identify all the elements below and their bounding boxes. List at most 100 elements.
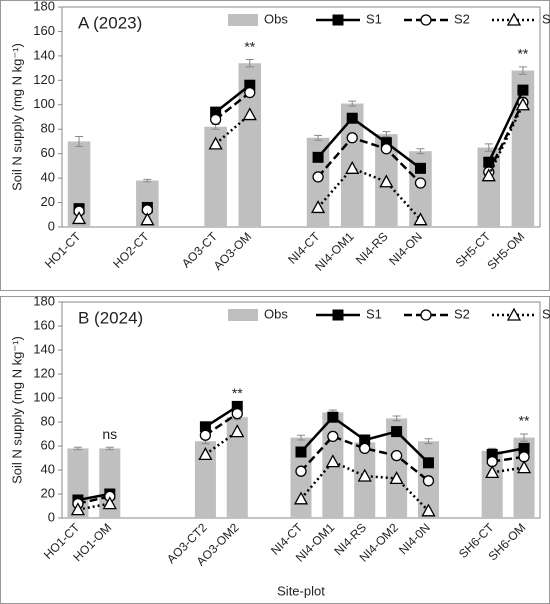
marker — [359, 442, 371, 455]
error-bar — [416, 148, 425, 155]
marker — [422, 475, 435, 487]
marker — [310, 200, 326, 214]
y-tick-label: 0 — [48, 509, 55, 524]
marker — [415, 162, 426, 174]
legend-marker — [506, 307, 522, 321]
marker — [346, 112, 358, 124]
x-tick-label: HO1-CT — [42, 229, 84, 271]
y-tick-label: 60 — [41, 437, 55, 452]
series-line — [214, 91, 525, 184]
annotation: ** — [244, 38, 255, 54]
y-tick-label: 80 — [41, 413, 55, 428]
y-tick-label: 180 — [33, 293, 55, 308]
error-bar — [105, 446, 114, 451]
legend-marker — [332, 309, 344, 321]
legend-label: S2 — [454, 11, 470, 26]
x-tick-label: NI4-ON — [386, 229, 425, 268]
marker — [210, 106, 222, 118]
marker — [325, 454, 340, 468]
marker — [244, 79, 256, 91]
marker — [345, 160, 360, 174]
marker — [140, 212, 155, 226]
marker — [391, 426, 403, 438]
marker — [244, 86, 256, 99]
marker — [230, 424, 245, 438]
y-tick-label: 140 — [33, 341, 55, 356]
legend-label: S3 — [542, 306, 550, 321]
y-tick-label: 20 — [41, 485, 55, 500]
marker — [357, 468, 372, 482]
marker — [199, 429, 212, 441]
series-line — [77, 412, 525, 505]
y-tick-label: 180 — [33, 0, 55, 13]
x-tick-label: HO2-CT — [110, 229, 152, 271]
error-bar — [73, 446, 82, 451]
y-tick-label: 20 — [41, 194, 55, 209]
marker — [327, 430, 339, 443]
y-tick-label: 60 — [41, 145, 55, 160]
x-tick-label: AO3-OM — [211, 229, 254, 272]
marker — [421, 503, 436, 517]
marker — [312, 151, 324, 163]
series-line — [214, 104, 525, 221]
plot-frame — [61, 6, 541, 228]
bar — [290, 437, 312, 518]
series-line — [214, 84, 525, 170]
error-bar — [348, 100, 357, 107]
legend-marker — [506, 12, 522, 26]
y-tick-label: 160 — [33, 23, 55, 38]
marker — [231, 400, 243, 412]
y-tick-label: 40 — [41, 170, 55, 185]
bar — [238, 63, 262, 227]
error-bar — [143, 178, 152, 183]
marker — [295, 446, 307, 458]
y-axis-label: Soil N supply (mg N kg⁻¹) — [9, 43, 24, 191]
annotation: ** — [232, 385, 243, 401]
bar — [226, 417, 248, 518]
y-tick-label: 160 — [33, 317, 55, 332]
y-tick-label: 40 — [41, 461, 55, 476]
bar — [409, 151, 432, 227]
y-axis-label: Soil N supply (mg N kg⁻¹) — [9, 336, 24, 484]
marker — [327, 411, 339, 423]
marker — [71, 211, 87, 225]
error-bar — [424, 438, 433, 445]
marker — [198, 447, 213, 461]
error-bar — [392, 415, 401, 422]
marker — [515, 97, 531, 111]
marker — [413, 212, 428, 226]
panel-title: B (2024) — [78, 308, 143, 327]
panel-title: A (2023) — [78, 13, 142, 32]
marker — [422, 457, 434, 469]
marker — [390, 449, 403, 462]
error-bar — [297, 434, 305, 441]
y-tick-label: 100 — [33, 389, 55, 404]
marker — [379, 174, 394, 188]
legend-swatch — [228, 14, 258, 26]
x-tick-label: SH5-OM — [484, 229, 527, 272]
legend-marker — [332, 14, 344, 26]
marker — [486, 448, 498, 460]
marker — [414, 177, 427, 189]
legend-label: Obs — [264, 11, 288, 26]
bar — [99, 448, 121, 518]
legend-marker — [420, 14, 432, 26]
error-bar — [520, 433, 529, 442]
marker — [380, 137, 392, 149]
marker — [209, 113, 222, 126]
error-bar — [382, 131, 391, 138]
y-tick-label: 80 — [41, 121, 55, 136]
marker — [517, 84, 529, 96]
marker — [380, 143, 393, 155]
marker — [346, 132, 358, 144]
bar — [481, 450, 503, 518]
x-tick-label: NI4-0N — [396, 520, 433, 557]
marker — [231, 407, 243, 420]
marker — [389, 471, 404, 485]
marker — [481, 168, 496, 182]
error-bar — [518, 66, 527, 75]
marker — [293, 491, 309, 505]
annotation: ** — [519, 413, 530, 429]
marker — [516, 460, 532, 474]
